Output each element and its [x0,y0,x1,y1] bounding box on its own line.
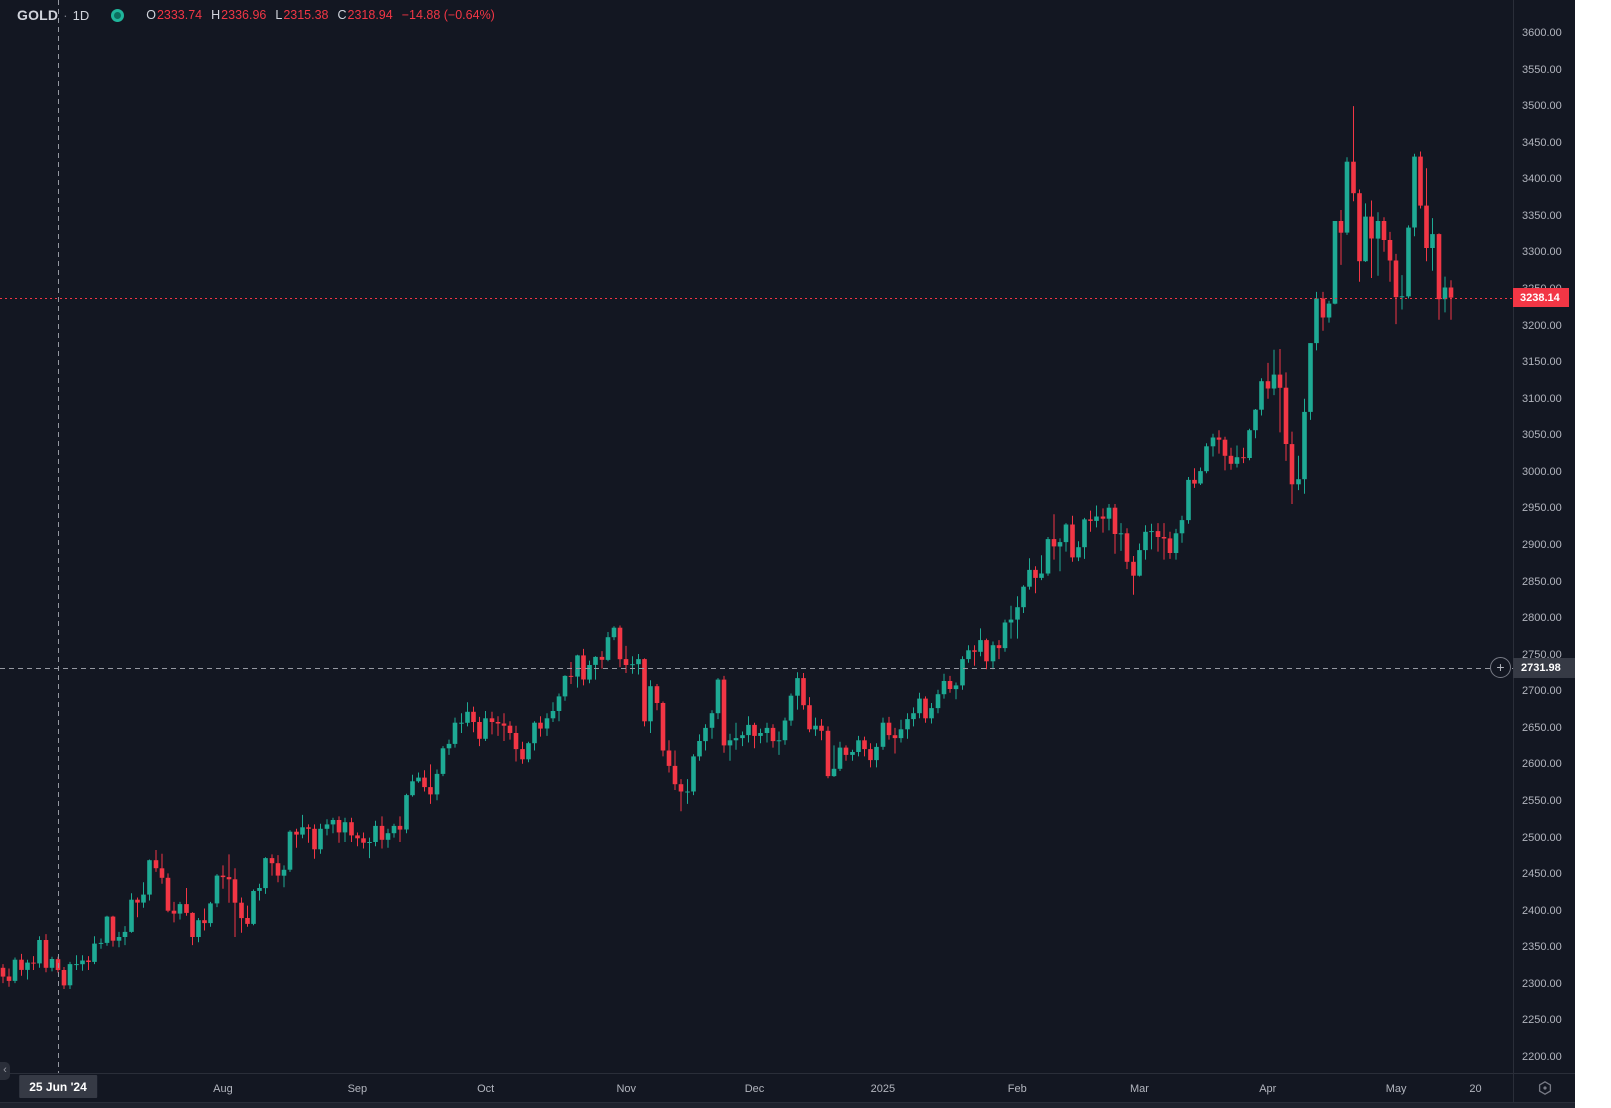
price-tick-label: 3350.00 [1522,209,1562,222]
time-axis[interactable]: Aug Sep Oct Nov Dec 2025 Feb Mar Apr May 20 [0,1073,1575,1103]
timeframe-label[interactable]: 1D [72,7,90,23]
time-tick-label: Apr [1259,1082,1277,1095]
low-value: 2315.38 [283,8,329,22]
ohlc-readout: O 2333.74 H 2336.96 L 2315.38 C 2318.94 −14.… [146,8,495,22]
price-tick-label: 3050.00 [1522,429,1562,442]
price-tick-label: 2950.00 [1522,502,1562,515]
high-key: H [211,8,221,22]
price-tick-label: 3550.00 [1522,63,1562,76]
price-tick-label: 2400.00 [1522,904,1562,917]
market-status-dot-icon[interactable] [111,8,125,22]
time-tick-label: Sep [347,1082,368,1095]
time-tick-label: Aug [213,1082,233,1095]
price-tick-label: 3200.00 [1522,319,1562,332]
time-tick-label: Nov [616,1082,636,1095]
time-tick-label: Mar [1129,1082,1149,1095]
price-tick-label: 3400.00 [1522,173,1562,186]
price-axis[interactable]: 2200.00 2250.00 2300.00 2350.00 2400.00 2450.… [1513,0,1576,1073]
close-key: C [337,8,347,22]
crosshair-price-label: 2731.98 [1513,658,1575,678]
price-tick-label: 2300.00 [1522,977,1562,990]
time-tick-label: Feb [1007,1082,1027,1095]
price-tick-label: 3150.00 [1522,356,1562,369]
symbol-legend: GOLD · 1D O 2333.74 H 2336.96 L 2315.38 C 23… [17,7,495,23]
price-tick-label: 3300.00 [1522,246,1562,259]
legend-separator: · [63,7,68,23]
axis-settings-gear-icon[interactable] [1537,1080,1553,1096]
price-tick-label: 2850.00 [1522,575,1562,588]
time-tick-label: Oct [477,1082,495,1095]
add-alert-plus-button[interactable]: + [1490,657,1511,678]
price-tick-label: 2250.00 [1522,1014,1562,1027]
symbol-title[interactable]: GOLD [17,7,59,23]
time-tick-label: Dec [744,1082,765,1095]
crosshair-date-label: 25 Jun '24 [19,1075,97,1098]
change-value: −14.88 (−0.64%) [401,8,495,22]
price-tick-label: 2750.00 [1522,648,1562,661]
open-value: 2333.74 [156,8,203,22]
price-tick-label: 2500.00 [1522,831,1562,844]
close-value: 2318.94 [347,8,393,22]
price-tick-label: 3100.00 [1522,392,1562,405]
chart-pane[interactable] [0,0,1513,1073]
time-tick-label: May [1385,1082,1407,1095]
high-value: 2336.96 [221,8,267,22]
price-tick-label: 2200.00 [1522,1051,1562,1063]
price-tick-label: 3500.00 [1522,100,1562,113]
price-tick-label: 2700.00 [1522,685,1562,698]
last-price-label: 3238.14 [1513,288,1569,307]
price-tick-label: 2800.00 [1522,612,1562,625]
candlestick-series[interactable] [0,0,1513,1073]
collapse-panel-chevron-icon[interactable]: ‹ [0,1062,10,1080]
trading-chart-window: GOLD · 1D O 2333.74 H 2336.96 L 2315.38 C 23… [0,0,1576,1108]
axis-settings-corner[interactable] [1513,1073,1575,1102]
price-tick-label: 3600.00 [1522,27,1562,39]
price-tick-label: 2900.00 [1522,539,1562,551]
price-tick-label: 2350.00 [1522,941,1562,954]
time-tick-label: 20 [1469,1082,1482,1095]
price-tick-label: 3450.00 [1522,136,1562,149]
price-tick-label: 2600.00 [1522,758,1562,771]
price-tick-label: 3000.00 [1522,465,1562,478]
open-key: O [146,8,156,22]
time-tick-label: 2025 [870,1082,896,1095]
bottom-panel-edge [0,1102,1575,1108]
price-tick-label: 2450.00 [1522,868,1562,881]
page-gutter [1575,0,1611,1108]
price-tick-label: 2550.00 [1522,795,1562,807]
low-key: L [275,8,283,22]
price-tick-label: 2650.00 [1522,721,1562,734]
